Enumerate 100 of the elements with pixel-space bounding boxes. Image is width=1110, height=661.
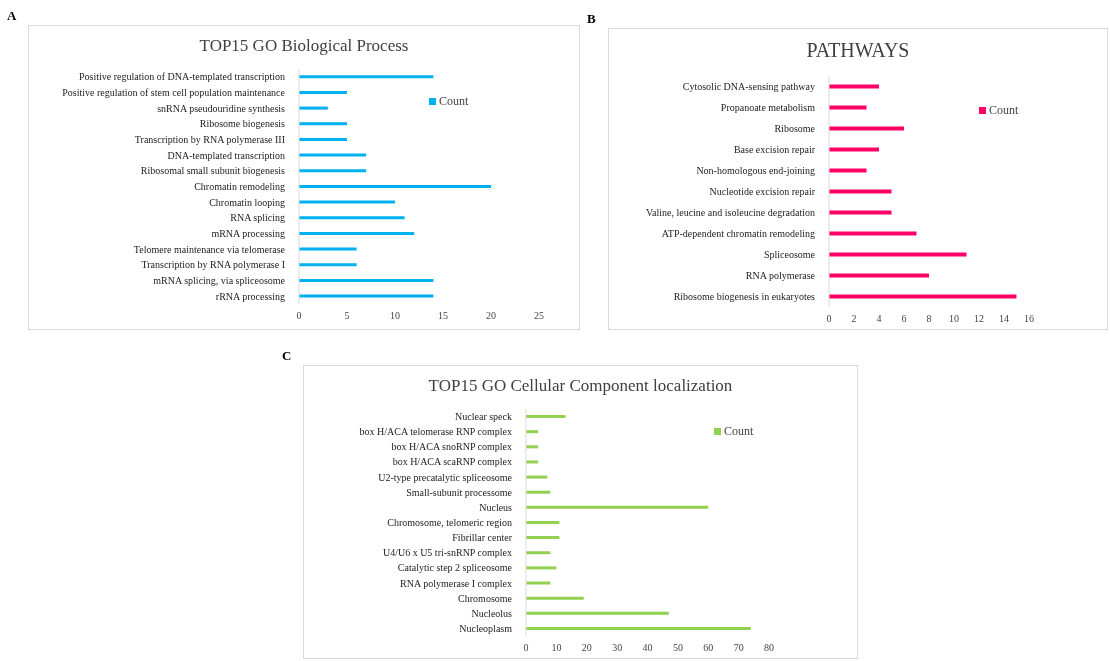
chart-title: TOP15 GO Biological Process	[198, 36, 410, 56]
bar	[299, 153, 367, 157]
bar	[526, 596, 584, 600]
bar	[829, 189, 892, 194]
x-tick-label: 20	[486, 310, 496, 322]
y-tick-label: Spliceosome	[763, 249, 816, 260]
x-tick-label: 80	[764, 642, 774, 654]
y-tick-label: box H/ACA snoRNP complex	[391, 441, 512, 453]
x-tick-label: 25	[534, 310, 544, 322]
y-tick-label: RNA polymerase I complex	[400, 577, 512, 589]
x-tick-label: 0	[296, 310, 302, 322]
chart-title: PATHWAYS	[805, 39, 911, 62]
bar	[829, 231, 917, 236]
y-tick-label: RNA splicing	[230, 212, 285, 224]
bar	[829, 294, 1017, 299]
y-tick-label: Non-homologous end-joining	[696, 165, 815, 176]
x-tick-label: 0	[523, 642, 529, 654]
x-tick-label: 10	[390, 310, 400, 322]
y-tick-label: Propanoate metabolism	[720, 102, 816, 113]
bar	[526, 445, 539, 449]
y-tick-label: Ribosomal small subunit biogenesis	[140, 165, 286, 177]
bar	[526, 581, 551, 585]
y-tick-label: U2-type precatalytic spliceosome	[378, 471, 513, 483]
y-tick-label: box H/ACA scaRNP complex	[392, 456, 512, 468]
bar	[299, 216, 405, 220]
y-tick-label: DNA-templated transcription	[167, 149, 285, 161]
x-tick-label: 40	[642, 642, 653, 654]
y-tick-label: Nuclear speck	[455, 411, 512, 423]
y-tick-label: ATP-dependent chromatin remodeling	[661, 228, 815, 239]
bar	[526, 536, 560, 540]
text: B	[587, 11, 596, 27]
legend-label: Count	[438, 94, 469, 109]
bar	[299, 122, 347, 126]
bar	[299, 75, 434, 79]
x-tick-label: 20	[581, 642, 592, 654]
bar	[299, 294, 434, 298]
bar	[526, 551, 551, 555]
y-tick-label: Chromatin looping	[209, 196, 285, 208]
bar	[526, 611, 669, 615]
x-tick-label: 10	[551, 642, 562, 654]
y-tick-label: rRNA processing	[215, 290, 285, 302]
bar	[526, 505, 709, 509]
x-tick-label: 5	[344, 310, 350, 322]
bar	[526, 415, 566, 419]
y-tick-label: Nucleoplasm	[459, 622, 513, 634]
y-tick-label: Chromatin remodeling	[194, 181, 285, 192]
x-tick-label: 4	[876, 313, 882, 325]
y-tick-label: Fibrillar center	[452, 532, 513, 544]
y-tick-label: Nucleotide excision repair	[709, 186, 816, 197]
bar	[299, 106, 328, 110]
bar	[526, 460, 539, 464]
y-tick-label: RNA polymerase	[745, 270, 816, 281]
y-tick-label: Positive regulation of DNA-templated transcription	[78, 71, 285, 83]
y-tick-label: Positive regulation of stem cell population maintenance	[62, 87, 286, 98]
bar	[299, 169, 367, 173]
y-tick-label: Base excision repair	[733, 144, 816, 155]
y-tick-label: mRNA splicing, via spliceosome	[153, 275, 286, 286]
bar	[526, 626, 751, 630]
bar	[299, 137, 347, 141]
x-tick-label: 30	[612, 642, 623, 654]
y-tick-label: mRNA processing	[211, 228, 285, 239]
x-tick-label: 8	[926, 313, 932, 325]
x-tick-label: 60	[703, 642, 714, 654]
bar	[526, 566, 557, 570]
y-tick-label: snRNA pseudouridine synthesis	[157, 102, 286, 114]
bar	[829, 84, 879, 89]
bar	[299, 90, 347, 94]
bar	[829, 105, 867, 110]
y-tick-label: box H/ACA telomerase RNP complex	[359, 426, 512, 438]
bar	[299, 247, 357, 251]
x-tick-label: 70	[733, 642, 744, 654]
x-tick-label: 15	[438, 310, 448, 322]
bar	[299, 231, 415, 235]
y-tick-label: Chromosome	[458, 592, 513, 604]
bar	[299, 184, 491, 188]
bar	[829, 147, 879, 152]
y-tick-label: Small-subunit processome	[406, 486, 513, 498]
bar	[829, 273, 929, 278]
legend-label: Count	[988, 103, 1019, 118]
y-tick-label: Catalytic step 2 spliceosome	[397, 562, 513, 574]
bar	[526, 475, 548, 479]
y-tick-label: Chromosome, telomeric region	[387, 517, 512, 528]
bar	[299, 200, 395, 204]
chart-title: TOP15 GO Cellular Component localization	[427, 376, 734, 396]
y-tick-label: Ribosome biogenesis	[199, 118, 286, 130]
bar	[526, 430, 539, 434]
legend-label: Count	[723, 424, 754, 439]
y-tick-label: Transcription by RNA polymerase I	[141, 259, 285, 271]
bar	[829, 126, 904, 131]
x-tick-label: 12	[974, 313, 984, 325]
x-tick-label: 50	[672, 642, 683, 654]
y-tick-label: Nucleus	[479, 501, 513, 513]
y-tick-label: Ribosome biogenesis in eukaryotes	[673, 291, 816, 302]
x-tick-label: 16	[1024, 313, 1034, 325]
x-tick-label: 14	[999, 313, 1009, 325]
bar	[526, 520, 560, 524]
bar	[299, 263, 357, 267]
bar	[829, 210, 892, 215]
y-tick-label: Nucleolus	[471, 607, 513, 619]
bar	[829, 252, 967, 257]
